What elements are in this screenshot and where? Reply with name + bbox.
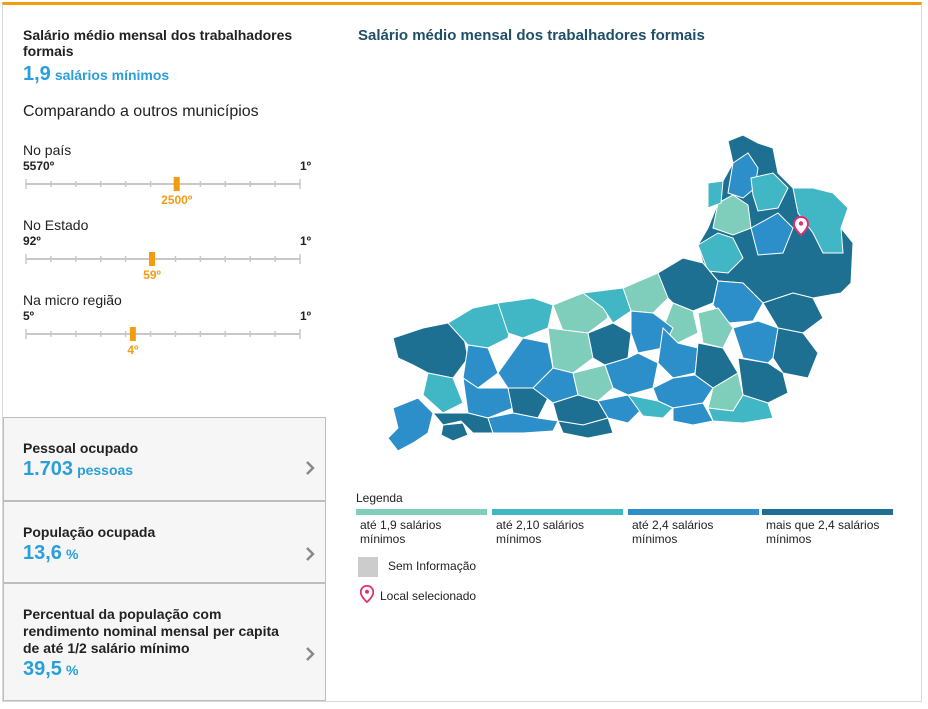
- card-populacao-ocupada[interactable]: População ocupada 13,6%: [3, 501, 326, 583]
- ranking-min: 92º: [23, 234, 41, 248]
- map-region[interactable]: [672, 402, 714, 426]
- location-pin-icon[interactable]: [792, 215, 810, 237]
- map-region[interactable]: [772, 327, 819, 379]
- card-number: 13,6: [23, 542, 62, 564]
- ranking-1: No Estado 92º 1º 59º: [23, 217, 313, 282]
- slider-marker: [129, 327, 136, 341]
- indicator-title: Salário médio mensal dos trabalhadores f…: [23, 27, 293, 59]
- card-title: População ocupada: [23, 524, 156, 540]
- legend-item: até 2,10 salários mínimos: [492, 509, 623, 546]
- card-pessoal-ocupado[interactable]: Pessoal ocupado 1.703 pessoas: [3, 417, 326, 501]
- map-region[interactable]: [557, 417, 614, 439]
- map-region[interactable]: [422, 372, 464, 414]
- legend-label: até 2,10 salários mínimos: [496, 518, 585, 546]
- legend-label: até 2,4 salários mínimos: [632, 518, 714, 546]
- ranking-min: 5º: [23, 309, 35, 323]
- chevron-right-icon[interactable]: [305, 646, 315, 662]
- legend-swatch: [356, 509, 487, 515]
- selected-label: Local selecionado: [380, 589, 477, 603]
- chevron-right-icon[interactable]: [305, 460, 315, 476]
- card-title: Pessoal ocupado: [23, 440, 139, 456]
- map-region[interactable]: [707, 394, 774, 424]
- map-region[interactable]: [604, 352, 659, 396]
- ranking-max: 1º: [299, 234, 311, 248]
- legend-item: até 2,4 salários mínimos: [628, 509, 759, 546]
- panel-frame: Salário médio mensal dos trabalhadores f…: [2, 2, 922, 702]
- map-title: Salário médio mensal dos trabalhadores f…: [358, 27, 705, 44]
- indicator-value: 1,9 salários mínimos: [23, 63, 169, 86]
- location-pin-icon: [360, 585, 374, 603]
- map-region[interactable]: [712, 280, 764, 324]
- state-map[interactable]: [373, 133, 873, 463]
- indicator-unit: salários mínimos: [54, 67, 170, 83]
- ranking-min: 5570º: [23, 159, 55, 173]
- slider-marker: [149, 252, 156, 266]
- compare-heading: Comparando a outros municípios: [23, 103, 259, 120]
- map-region[interactable]: [387, 397, 434, 452]
- card-unit: pessoas: [77, 462, 134, 478]
- card-value: 1.703 pessoas: [23, 458, 133, 481]
- ranking-label: No Estado: [23, 217, 89, 233]
- no-data-label: Sem Informação: [388, 559, 477, 573]
- map-region[interactable]: [572, 364, 614, 402]
- map-region[interactable]: [431, 412, 494, 434]
- map-region[interactable]: [507, 387, 549, 419]
- ranking-label: No país: [23, 142, 72, 158]
- map-region[interactable]: [547, 327, 594, 374]
- slider-marker: [173, 177, 180, 191]
- ranking-position: 59º: [143, 268, 161, 282]
- map-region[interactable]: [750, 172, 789, 212]
- ranking-max: 1º: [299, 309, 311, 323]
- legend-item: até 1,9 salários mínimos: [356, 509, 487, 546]
- map-region[interactable]: [626, 394, 674, 419]
- map-region[interactable]: [487, 412, 559, 434]
- legend-label: até 1,9 salários mínimos: [360, 518, 442, 546]
- legend-label: mais que 2,4 salários mínimos: [766, 518, 880, 546]
- ranking-position: 4º: [127, 343, 139, 357]
- ranking-slider: [25, 327, 301, 341]
- card-percentual-renda[interactable]: Percentual da população com rendimento n…: [3, 583, 326, 701]
- map-region[interactable]: [440, 422, 469, 442]
- indicator-number: 1,9: [23, 63, 51, 85]
- ranking-slider: [25, 252, 301, 266]
- card-number: 39,5: [23, 658, 62, 680]
- chevron-right-icon[interactable]: [305, 546, 315, 562]
- legend-swatch: [492, 509, 623, 515]
- ranking-position: 2500º: [161, 193, 193, 207]
- card-number: 1.703: [23, 458, 74, 480]
- card-title: Percentual da população com rendimento n…: [23, 606, 279, 656]
- ranking-max: 1º: [299, 159, 311, 173]
- map-region[interactable]: [750, 212, 794, 256]
- card-unit: %: [65, 546, 79, 562]
- map-region[interactable]: [392, 322, 469, 379]
- map-region[interactable]: [707, 180, 724, 209]
- no-data-swatch: [358, 557, 378, 577]
- card-value: 13,6%: [23, 542, 78, 565]
- ranking-label: Na micro região: [23, 292, 122, 308]
- card-unit: %: [65, 662, 79, 678]
- map-region[interactable]: [697, 307, 734, 349]
- left-panel: Salário médio mensal dos trabalhadores f…: [3, 5, 329, 701]
- legend-swatch: [628, 509, 759, 515]
- legend-item: mais que 2,4 salários mínimos: [762, 509, 893, 546]
- map-region[interactable]: [462, 344, 499, 389]
- card-value: 39,5%: [23, 658, 78, 681]
- map-region[interactable]: [597, 394, 644, 424]
- ranking-0: No país 5570º 1º 2500º: [23, 142, 313, 207]
- ranking-2: Na micro região 5º 1º 4º: [23, 292, 313, 357]
- map-region[interactable]: [581, 287, 632, 324]
- legend-title: Legenda: [356, 491, 403, 505]
- legend-swatch: [762, 509, 893, 515]
- ranking-slider: [25, 177, 301, 191]
- map-legend: até 1,9 salários mínimos até 2,10 salári…: [356, 509, 896, 549]
